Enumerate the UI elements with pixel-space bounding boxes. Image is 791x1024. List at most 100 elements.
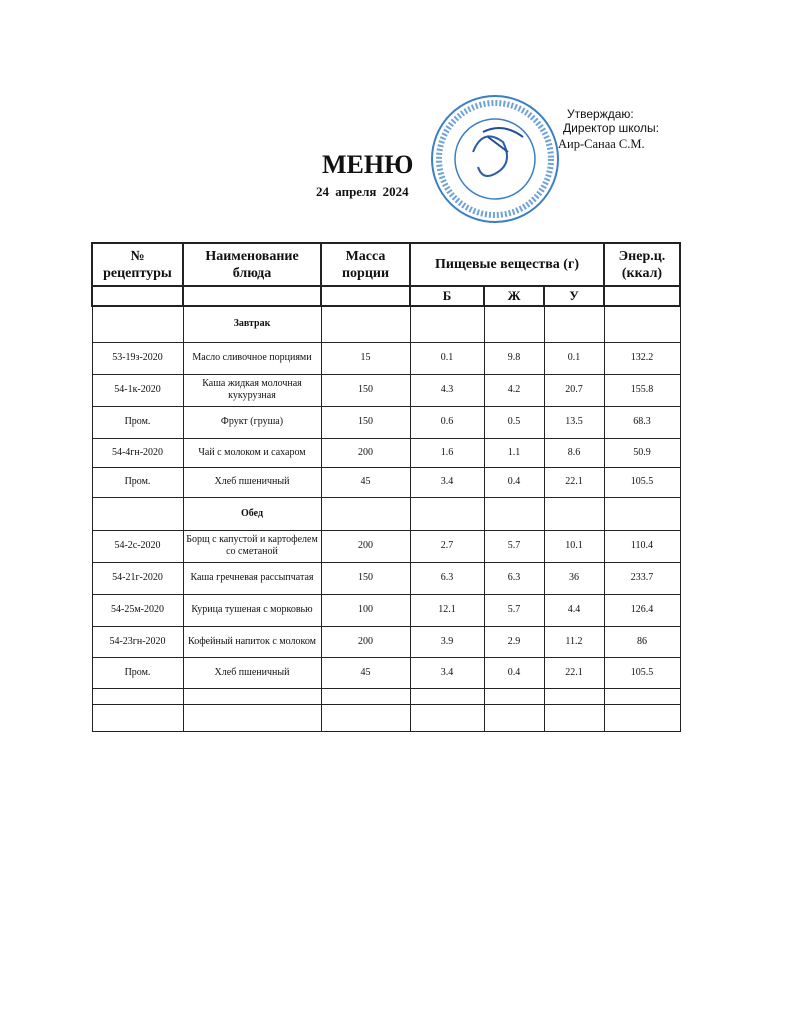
cell-recipe: Пром. — [91, 405, 184, 439]
table-row: 54-1к-2020 Каша жидкая молочная кукурузна… — [91, 373, 681, 407]
empty-row — [91, 703, 681, 732]
table-row: Пром. Хлеб пшеничный 45 3.4 0.4 22.1 105.5 — [91, 466, 681, 498]
header-mass: Масса порции — [320, 242, 411, 287]
cell-zh: 1.1 — [483, 437, 545, 468]
cell-b — [409, 703, 485, 732]
header-fat: Ж — [483, 285, 545, 307]
cell-name: Масло сливочное порциями — [182, 341, 322, 375]
cell-kcal: 50.9 — [603, 437, 681, 468]
cell-u: 0.1 — [543, 341, 605, 375]
cell-name: Каша гречневая рассыпчатая — [182, 561, 322, 595]
table-row: 54-21г-2020 Каша гречневая рассыпчатая 150… — [91, 561, 681, 595]
cell-b: 1.6 — [409, 437, 485, 468]
cell-recipe: 54-25м-2020 — [91, 593, 184, 627]
cell-zh — [483, 687, 545, 705]
cell-kcal — [603, 687, 681, 705]
cell-b: 3.4 — [409, 656, 485, 689]
section-title: Завтрак — [182, 305, 322, 343]
header-carbs: У — [543, 285, 605, 307]
cell-mass: 150 — [320, 561, 411, 595]
cell-zh: 9.8 — [483, 341, 545, 375]
cell-b — [409, 687, 485, 705]
cell-u: 10.1 — [543, 529, 605, 563]
cell-mass: 200 — [320, 437, 411, 468]
cell-name — [182, 703, 322, 732]
cell-b: 12.1 — [409, 593, 485, 627]
cell-u: 13.5 — [543, 405, 605, 439]
cell-name: Кофейный напиток с молоком — [182, 625, 322, 658]
cell-zh: 5.7 — [483, 529, 545, 563]
cell-zh: 0.4 — [483, 466, 545, 498]
cell-name: Чай с молоком и сахаром — [182, 437, 322, 468]
cell-name: Хлеб пшеничный — [182, 466, 322, 498]
cell-mass: 100 — [320, 593, 411, 627]
cell-mass: 45 — [320, 656, 411, 689]
table-row: Пром. Фрукт (груша) 150 0.6 0.5 13.5 68.3 — [91, 405, 681, 439]
cell-name: Борщ с капустой и картофелем со сметаной — [182, 529, 322, 563]
header-energy: Энер.ц. (ккал) — [603, 242, 681, 287]
cell-u: 22.1 — [543, 466, 605, 498]
cell-recipe: 54-2с-2020 — [91, 529, 184, 563]
header-recipe: № рецептуры — [91, 242, 184, 287]
cell-u: 20.7 — [543, 373, 605, 407]
header-name: Наименование блюда — [182, 242, 322, 287]
cell-u: 36 — [543, 561, 605, 595]
cell-mass: 15 — [320, 341, 411, 375]
cell-zh — [483, 703, 545, 732]
cell-b: 3.9 — [409, 625, 485, 658]
cell-name: Курица тушеная с морковью — [182, 593, 322, 627]
table-row: 54-23гн-2020 Кофейный напиток с молоком 20… — [91, 625, 681, 658]
section-row: Обед — [91, 496, 681, 531]
cell-b: 4.3 — [409, 373, 485, 407]
cell-kcal: 105.5 — [603, 466, 681, 498]
cell-zh: 6.3 — [483, 561, 545, 595]
cell-recipe: 53-19з-2020 — [91, 341, 184, 375]
table-row: 53-19з-2020 Масло сливочное порциями 15 0.1… — [91, 341, 681, 375]
table-row: Пром. Хлеб пшеничный 45 3.4 0.4 22.1 105.5 — [91, 656, 681, 689]
cell-recipe: 54-23гн-2020 — [91, 625, 184, 658]
cell-zh: 0.5 — [483, 405, 545, 439]
cell-recipe: 54-4гн-2020 — [91, 437, 184, 468]
cell-name: Фрукт (груша) — [182, 405, 322, 439]
cell-recipe: Пром. — [91, 466, 184, 498]
cell-b: 0.1 — [409, 341, 485, 375]
cell-mass: 150 — [320, 405, 411, 439]
menu-table: № рецептуры Наименование блюда Масса пор… — [91, 242, 681, 732]
cell-zh: 2.9 — [483, 625, 545, 658]
cell-kcal: 126.4 — [603, 593, 681, 627]
cell-kcal: 86 — [603, 625, 681, 658]
approval-label: Утверждаю: — [567, 107, 634, 121]
header-protein: Б — [409, 285, 485, 307]
cell-mass: 150 — [320, 373, 411, 407]
header-nutrients: Пищевые вещества (г) — [409, 242, 605, 287]
school-stamp-icon — [431, 95, 559, 223]
cell-mass: 200 — [320, 529, 411, 563]
cell-zh: 5.7 — [483, 593, 545, 627]
table-row: 54-4гн-2020 Чай с молоком и сахаром 200 1.6… — [91, 437, 681, 468]
cell-recipe: 54-1к-2020 — [91, 373, 184, 407]
section-row: Завтрак — [91, 305, 681, 343]
cell-recipe — [91, 703, 184, 732]
approval-name: Аир-Санаа С.М. — [558, 137, 645, 151]
table-row: 54-25м-2020 Курица тушеная с морковью 100 1… — [91, 593, 681, 627]
empty-row — [91, 687, 681, 705]
cell-zh: 4.2 — [483, 373, 545, 407]
cell-name — [182, 687, 322, 705]
cell-u: 11.2 — [543, 625, 605, 658]
cell-u — [543, 703, 605, 732]
cell-mass — [320, 687, 411, 705]
cell-mass — [320, 703, 411, 732]
cell-kcal: 233.7 — [603, 561, 681, 595]
menu-date: 24 апреля 2024 — [316, 184, 409, 199]
cell-u: 4.4 — [543, 593, 605, 627]
cell-kcal: 105.5 — [603, 656, 681, 689]
cell-mass: 200 — [320, 625, 411, 658]
cell-name: Каша жидкая молочная кукурузная — [182, 373, 322, 407]
cell-kcal: 68.3 — [603, 405, 681, 439]
cell-u: 22.1 — [543, 656, 605, 689]
cell-recipe — [91, 687, 184, 705]
cell-kcal: 110.4 — [603, 529, 681, 563]
cell-recipe: Пром. — [91, 656, 184, 689]
approval-position: Директор школы: — [563, 121, 659, 135]
